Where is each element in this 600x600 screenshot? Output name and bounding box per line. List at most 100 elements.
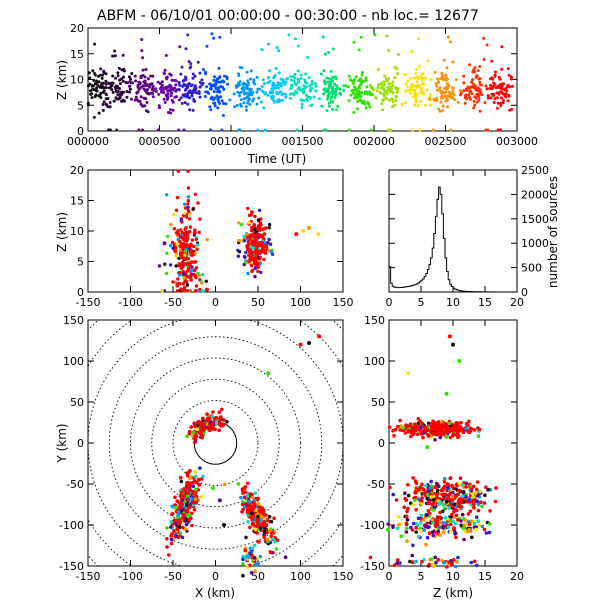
- source-point: [185, 473, 190, 478]
- y-tick-label: 50: [371, 396, 385, 409]
- source-point: [174, 254, 178, 258]
- source-point: [309, 96, 312, 100]
- source-point: [418, 128, 422, 132]
- source-point: [121, 79, 125, 83]
- source-point: [379, 83, 383, 86]
- source-point: [394, 95, 398, 99]
- source-point: [385, 34, 389, 38]
- source-point: [210, 486, 215, 491]
- source-point: [174, 264, 178, 268]
- source-point: [395, 561, 399, 565]
- source-point: [417, 77, 420, 81]
- source-point: [237, 238, 241, 243]
- source-point: [326, 51, 330, 54]
- source-point: [450, 427, 454, 431]
- y-tick-label: -50: [367, 478, 385, 491]
- source-point: [222, 523, 226, 527]
- source-point: [118, 78, 122, 82]
- source-point: [140, 49, 144, 53]
- source-point: [327, 80, 331, 84]
- source-point: [169, 537, 174, 542]
- source-point: [365, 85, 369, 89]
- source-point: [486, 94, 490, 98]
- source-point: [219, 415, 223, 419]
- source-point: [445, 87, 449, 91]
- source-point: [356, 107, 359, 111]
- source-point: [456, 501, 460, 506]
- x-tick-label: 15: [478, 296, 492, 309]
- source-point: [193, 289, 198, 293]
- source-point: [462, 537, 466, 542]
- source-point: [325, 109, 329, 112]
- source-point: [250, 210, 254, 214]
- source-point: [247, 221, 251, 225]
- x-tick-label: 100: [290, 570, 311, 583]
- source-point: [459, 519, 463, 523]
- source-point: [365, 92, 369, 96]
- source-point: [193, 497, 198, 501]
- source-point: [310, 82, 314, 86]
- source-point: [464, 95, 468, 99]
- source-point: [266, 93, 270, 97]
- source-point: [434, 432, 438, 437]
- source-point: [168, 83, 172, 87]
- source-point: [396, 515, 401, 519]
- source-point: [434, 481, 439, 486]
- source-point: [435, 495, 439, 500]
- source-point: [339, 92, 343, 96]
- source-point: [393, 76, 397, 80]
- y-tick-label: 0: [378, 437, 385, 450]
- source-point: [454, 487, 458, 491]
- source-point: [249, 213, 253, 217]
- source-point: [296, 87, 300, 91]
- source-point: [125, 90, 129, 93]
- source-point: [266, 241, 270, 245]
- source-point: [259, 270, 263, 275]
- source-point: [354, 95, 358, 99]
- source-point: [95, 89, 99, 93]
- source-point: [283, 92, 287, 96]
- source-point: [160, 80, 164, 84]
- source-point: [237, 250, 242, 254]
- source-point: [116, 71, 120, 75]
- source-point: [396, 72, 399, 76]
- source-point: [446, 105, 450, 109]
- source-point: [145, 101, 149, 104]
- source-point: [239, 102, 243, 106]
- x-tick-label: 15: [478, 570, 492, 583]
- source-point: [121, 53, 125, 57]
- source-point: [368, 90, 371, 94]
- source-point: [217, 80, 221, 84]
- source-point: [403, 431, 408, 435]
- source-point: [157, 264, 162, 268]
- source-point: [217, 410, 221, 415]
- source-point: [404, 423, 408, 427]
- source-point: [177, 81, 181, 85]
- source-point: [244, 535, 248, 540]
- source-point: [249, 229, 254, 233]
- source-point: [182, 78, 186, 82]
- source-point: [251, 521, 255, 525]
- source-point: [249, 87, 253, 91]
- source-point: [238, 128, 242, 132]
- source-point: [308, 84, 312, 88]
- source-point: [427, 501, 431, 506]
- source-point: [393, 103, 397, 107]
- source-point: [414, 530, 419, 534]
- source-point: [259, 223, 263, 227]
- source-point: [472, 68, 476, 72]
- source-point: [476, 434, 481, 438]
- source-point: [225, 420, 229, 424]
- source-point: [133, 74, 137, 78]
- source-point: [102, 89, 106, 93]
- source-point: [174, 505, 179, 510]
- source-point: [359, 78, 363, 82]
- source-point: [327, 77, 331, 80]
- source-point: [253, 502, 257, 507]
- source-point: [479, 500, 483, 505]
- source-point: [217, 428, 221, 433]
- source-point: [478, 109, 482, 113]
- source-point: [469, 560, 474, 565]
- source-point: [169, 73, 173, 77]
- source-point: [482, 36, 486, 40]
